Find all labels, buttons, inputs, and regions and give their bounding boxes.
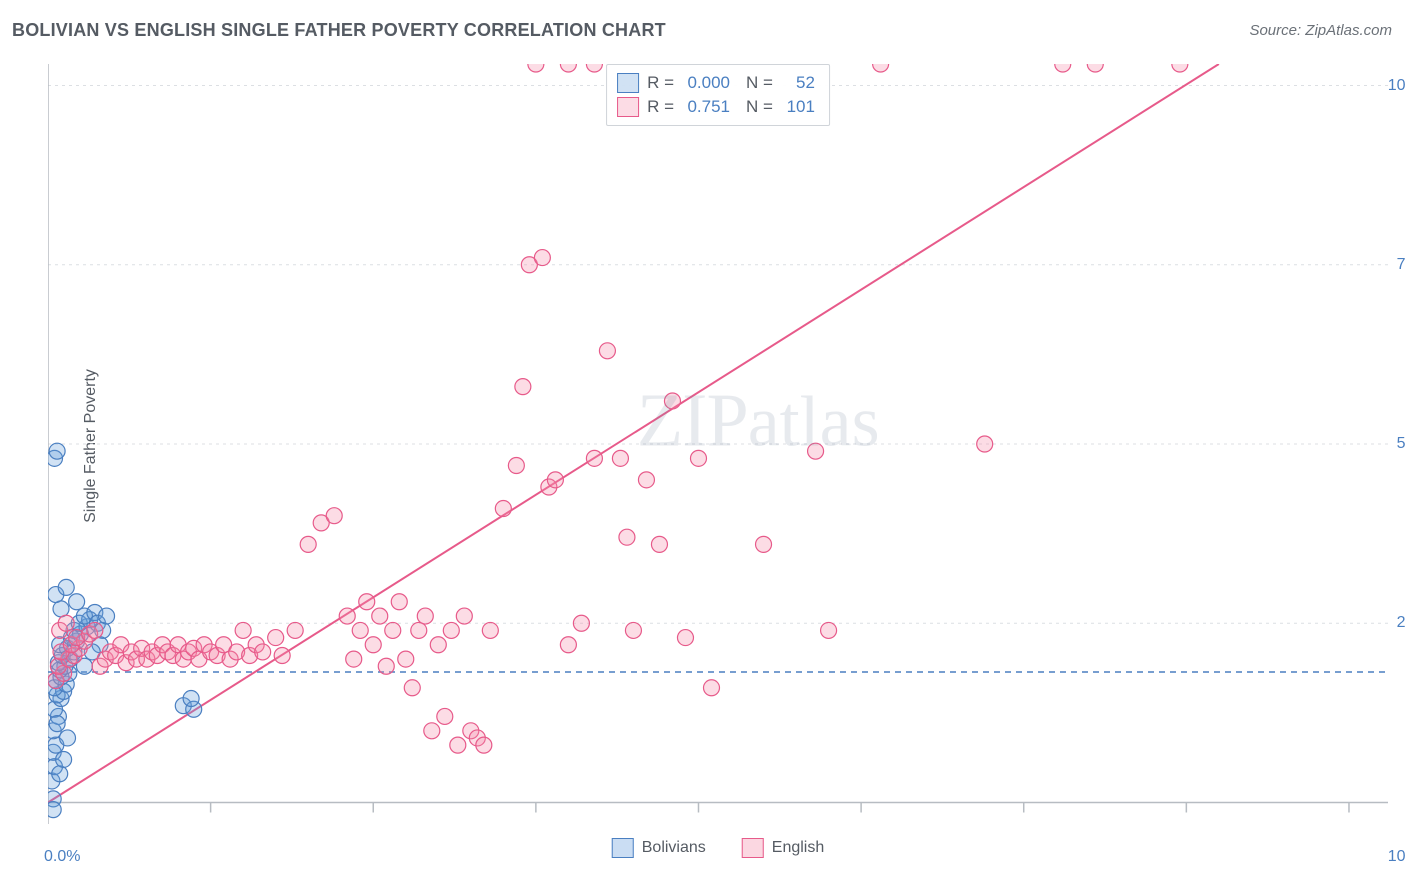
y-tick-label: 25.0% [1397,614,1406,632]
n-label-1: N = [746,97,773,117]
legend-swatch-bolivians [612,838,634,858]
x-tick-label-max: 100.0% [1388,848,1406,866]
r-label-0: R = [647,73,674,93]
y-tick-label: 75.0% [1397,256,1406,274]
stats-row-bolivians: R = 0.000 N = 52 [617,71,815,95]
r-label-1: R = [647,97,674,117]
legend-item-english: English [742,838,824,858]
plot-area: ZIPatlas 25.0%50.0%75.0%100.0% 0.0% 100.… [48,64,1388,824]
legend-swatch-english [742,838,764,858]
y-tick-label: 100.0% [1388,77,1406,95]
legend-item-bolivians: Bolivians [612,838,706,858]
legend-label-english: English [772,839,824,857]
n-value-bolivians: 52 [781,73,815,93]
legend-label-bolivians: Bolivians [642,839,706,857]
n-value-english: 101 [781,97,815,117]
swatch-english [617,97,639,117]
stats-box: R = 0.000 N = 52 R = 0.751 N = 101 [606,64,830,126]
y-tick-label: 50.0% [1397,435,1406,453]
r-value-english: 0.751 [682,97,730,117]
chart-container: BOLIVIAN VS ENGLISH SINGLE FATHER POVERT… [0,0,1406,892]
swatch-bolivians [617,73,639,93]
n-label-0: N = [746,73,773,93]
source-attribution: Source: ZipAtlas.com [1249,22,1392,39]
stats-row-english: R = 0.751 N = 101 [617,95,815,119]
r-value-bolivians: 0.000 [682,73,730,93]
chart-title: BOLIVIAN VS ENGLISH SINGLE FATHER POVERT… [12,20,666,41]
bottom-legend: Bolivians English [612,838,825,858]
x-tick-label-min: 0.0% [44,848,80,866]
scatter-chart-svg [48,64,1388,824]
